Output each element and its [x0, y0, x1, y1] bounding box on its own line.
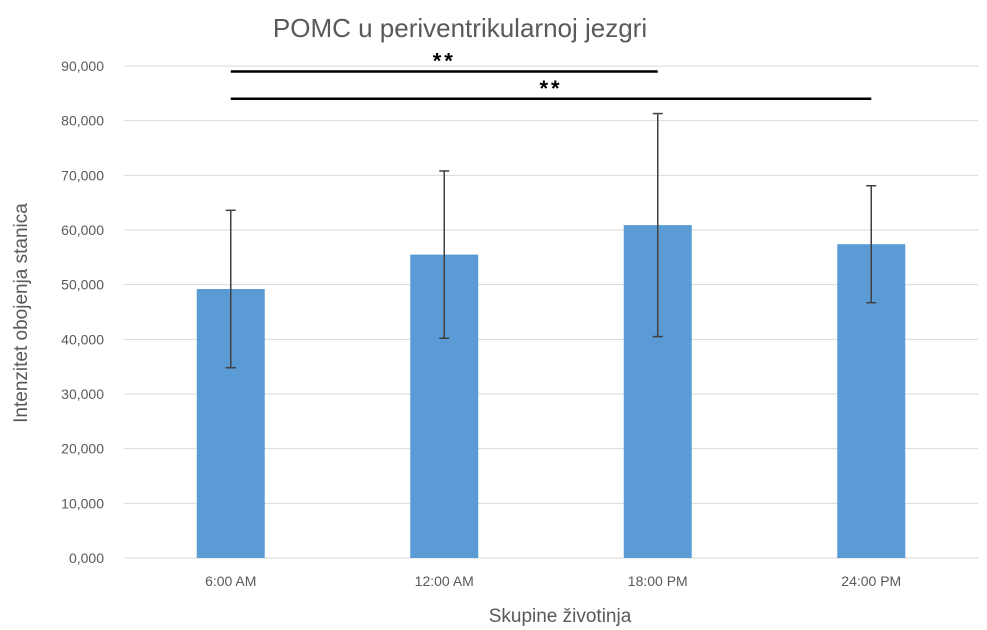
y-tick-label: 0,000 — [69, 550, 104, 566]
bars — [196, 225, 906, 559]
significance-label: ** — [539, 76, 562, 101]
error-bars — [225, 112, 877, 369]
y-axis-title: Intenzitet obojenja stanica — [11, 203, 32, 423]
y-tick-label: 70,000 — [61, 167, 104, 183]
x-axis-ticks: 6:00 AM 12:00 AM 18:00 PM 24:00 PM — [205, 573, 901, 589]
y-tick-label: 40,000 — [61, 331, 104, 347]
y-tick-label: 50,000 — [61, 277, 104, 293]
significance-brackets: ** ** — [230, 48, 872, 101]
gridlines — [124, 65, 978, 559]
x-tick-label: 24:00 PM — [841, 573, 901, 589]
x-tick-label: 18:00 PM — [628, 573, 688, 589]
significance-label: ** — [433, 48, 456, 73]
x-axis-title: Skupine životinja — [489, 606, 632, 627]
y-tick-label: 90,000 — [61, 58, 104, 74]
x-tick-label: 6:00 AM — [205, 573, 256, 589]
y-tick-label: 80,000 — [61, 113, 104, 129]
y-tick-label: 30,000 — [61, 386, 104, 402]
y-tick-label: 10,000 — [61, 495, 104, 511]
x-tick-label: 12:00 AM — [415, 573, 474, 589]
y-axis-ticks: 0,000 10,000 20,000 30,000 40,000 50,000 60,00… — [61, 58, 104, 566]
y-tick-label: 20,000 — [61, 441, 104, 457]
chart-title: POMC u periventrikularnoj jezgri — [273, 13, 647, 43]
y-tick-label: 60,000 — [61, 222, 104, 238]
